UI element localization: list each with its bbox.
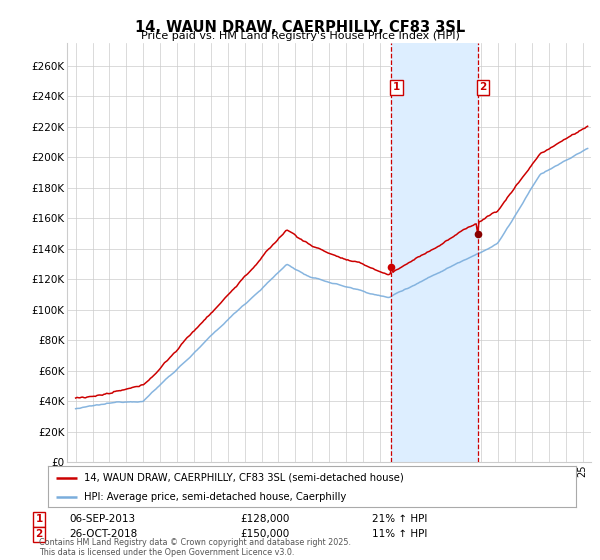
Text: 21% ↑ HPI: 21% ↑ HPI xyxy=(372,514,427,524)
Text: 26-OCT-2018: 26-OCT-2018 xyxy=(69,529,137,539)
Bar xyxy=(391,43,478,462)
Text: HPI: Average price, semi-detached house, Caerphilly: HPI: Average price, semi-detached house,… xyxy=(84,492,346,502)
Text: 2: 2 xyxy=(35,529,43,539)
Text: 1: 1 xyxy=(393,82,400,92)
Text: 11% ↑ HPI: 11% ↑ HPI xyxy=(372,529,427,539)
Text: 14, WAUN DRAW, CAERPHILLY, CF83 3SL (semi-detached house): 14, WAUN DRAW, CAERPHILLY, CF83 3SL (sem… xyxy=(84,473,404,483)
Text: £128,000: £128,000 xyxy=(240,514,289,524)
Text: Price paid vs. HM Land Registry's House Price Index (HPI): Price paid vs. HM Land Registry's House … xyxy=(140,31,460,41)
Text: 06-SEP-2013: 06-SEP-2013 xyxy=(69,514,135,524)
Text: £150,000: £150,000 xyxy=(240,529,289,539)
Text: 2: 2 xyxy=(479,82,487,92)
Text: Contains HM Land Registry data © Crown copyright and database right 2025.
This d: Contains HM Land Registry data © Crown c… xyxy=(39,538,351,557)
Text: 14, WAUN DRAW, CAERPHILLY, CF83 3SL: 14, WAUN DRAW, CAERPHILLY, CF83 3SL xyxy=(135,20,465,35)
Text: 1: 1 xyxy=(35,514,43,524)
